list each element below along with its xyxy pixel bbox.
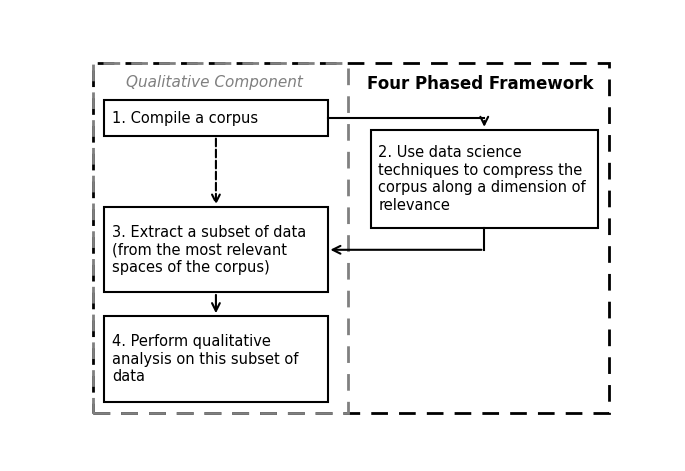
Bar: [371, 130, 598, 228]
Bar: [104, 316, 327, 402]
Bar: [104, 100, 327, 136]
Text: 1. Compile a corpus: 1. Compile a corpus: [112, 111, 258, 126]
Text: 2. Use data science
techniques to compress the
corpus along a dimension of
relev: 2. Use data science techniques to compre…: [378, 146, 586, 212]
Bar: [93, 63, 347, 413]
Text: Qualitative Component: Qualitative Component: [126, 75, 303, 90]
Bar: [104, 207, 327, 292]
Text: 3. Extract a subset of data
(from the most relevant
spaces of the corpus): 3. Extract a subset of data (from the mo…: [112, 225, 306, 275]
Text: Four Phased Framework: Four Phased Framework: [366, 75, 593, 93]
Text: 4. Perform qualitative
analysis on this subset of
data: 4. Perform qualitative analysis on this …: [112, 334, 299, 384]
